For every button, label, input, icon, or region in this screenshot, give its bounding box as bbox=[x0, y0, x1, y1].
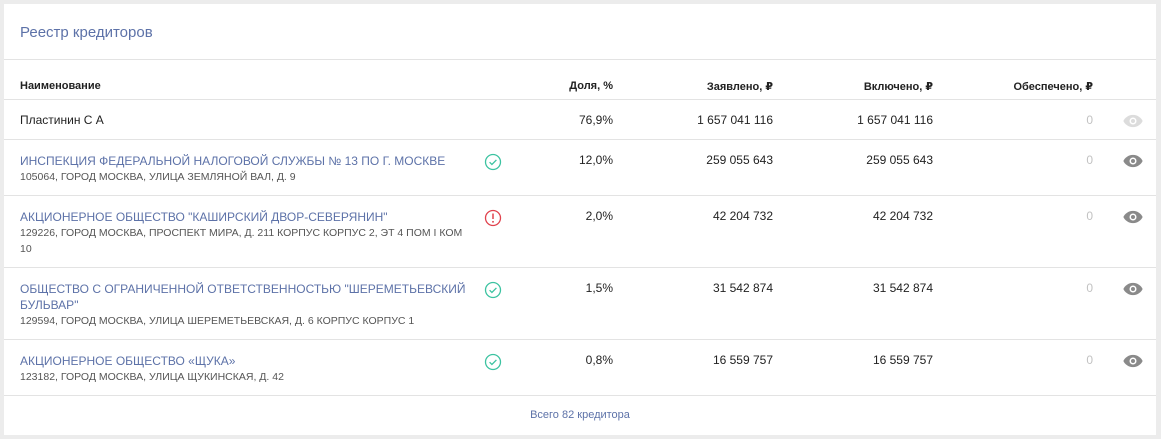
card-title: Реестр кредиторов bbox=[20, 24, 153, 41]
check-circle-icon bbox=[484, 281, 502, 299]
column-header-share[interactable]: Доля, % bbox=[569, 80, 613, 92]
secured-value: 0 bbox=[1086, 353, 1093, 367]
creditor-name-link[interactable]: АКЦИОНЕРНОЕ ОБЩЕСТВО «ЩУКА» bbox=[20, 354, 236, 368]
column-header-declared[interactable]: Заявлено, ₽ bbox=[706, 81, 773, 93]
declared-value: 1 657 041 116 bbox=[697, 113, 773, 127]
total-creditors-link[interactable]: Всего 82 кредитора bbox=[530, 409, 630, 421]
declared-value: 31 542 874 bbox=[712, 281, 773, 295]
creditor-name: Пластинин С А bbox=[20, 113, 104, 127]
declared-value: 42 204 732 bbox=[712, 209, 773, 223]
included-value: 31 542 874 bbox=[872, 281, 933, 295]
table-row: ИНСПЕКЦИЯ ФЕДЕРАЛЬНОЙ НАЛОГОВОЙ СЛУЖБЫ №… bbox=[4, 139, 1156, 195]
share-value: 2,0% bbox=[585, 209, 613, 223]
secured-value: 0 bbox=[1086, 113, 1093, 127]
share-value: 0,8% bbox=[585, 353, 613, 367]
table-row: АКЦИОНЕРНОЕ ОБЩЕСТВО "КАШИРСКИЙ ДВОР-СЕВ… bbox=[4, 195, 1156, 267]
eye-icon[interactable] bbox=[1122, 282, 1144, 296]
declared-value: 16 559 757 bbox=[712, 353, 773, 367]
share-value: 1,5% bbox=[585, 281, 613, 295]
secured-value: 0 bbox=[1086, 153, 1093, 167]
creditor-name-link[interactable]: ОБЩЕСТВО С ОГРАНИЧЕННОЙ ОТВЕТСТВЕННОСТЬЮ… bbox=[20, 282, 466, 312]
column-header-included[interactable]: Включено, ₽ bbox=[863, 81, 933, 93]
table-row: АКЦИОНЕРНОЕ ОБЩЕСТВО «ЩУКА» 123182, ГОРО… bbox=[4, 339, 1156, 395]
check-circle-icon bbox=[484, 153, 502, 171]
declared-value: 259 055 643 bbox=[706, 153, 773, 167]
secured-value: 0 bbox=[1086, 209, 1093, 223]
included-value: 16 559 757 bbox=[872, 353, 933, 367]
secured-value: 0 bbox=[1086, 281, 1093, 295]
included-value: 259 055 643 bbox=[866, 153, 933, 167]
creditor-address: 129226, ГОРОД МОСКВА, ПРОСПЕКТ МИРА, Д. … bbox=[20, 227, 463, 255]
included-value: 1 657 041 116 bbox=[857, 113, 933, 127]
creditor-name-link[interactable]: ИНСПЕКЦИЯ ФЕДЕРАЛЬНОЙ НАЛОГОВОЙ СЛУЖБЫ №… bbox=[20, 154, 446, 168]
table-footer: Всего 82 кредитора bbox=[4, 395, 1156, 435]
share-value: 76,9% bbox=[578, 113, 613, 127]
alert-circle-icon bbox=[484, 209, 502, 227]
creditors-registry-card: Реестр кредиторов Наименование Доля, % З… bbox=[4, 4, 1156, 435]
table-header: Наименование Доля, % Заявлено, ₽ Включен… bbox=[4, 59, 1156, 99]
creditor-address: 129594, ГОРОД МОСКВА, УЛИЦА ШЕРЕМЕТЬЕВСК… bbox=[20, 315, 415, 327]
table-row: ОБЩЕСТВО С ОГРАНИЧЕННОЙ ОТВЕТСТВЕННОСТЬЮ… bbox=[4, 267, 1156, 339]
eye-icon[interactable] bbox=[1122, 114, 1144, 128]
included-value: 42 204 732 bbox=[872, 209, 933, 223]
creditor-address: 105064, ГОРОД МОСКВА, УЛИЦА ЗЕМЛЯНОЙ ВАЛ… bbox=[20, 171, 296, 183]
creditor-name-link[interactable]: АКЦИОНЕРНОЕ ОБЩЕСТВО "КАШИРСКИЙ ДВОР-СЕВ… bbox=[20, 210, 388, 224]
eye-icon[interactable] bbox=[1122, 354, 1144, 368]
share-value: 12,0% bbox=[578, 153, 613, 167]
table-row: Пластинин С А 76,9% 1 657 041 116 1 657 … bbox=[4, 99, 1156, 139]
column-header-secured[interactable]: Обеспечено, ₽ bbox=[1013, 81, 1093, 93]
creditor-address: 123182, ГОРОД МОСКВА, УЛИЦА ЩУКИНСКАЯ, Д… bbox=[20, 371, 284, 383]
eye-icon[interactable] bbox=[1122, 210, 1144, 224]
check-circle-icon bbox=[484, 353, 502, 371]
eye-icon[interactable] bbox=[1122, 154, 1144, 168]
column-header-name[interactable]: Наименование bbox=[20, 80, 101, 92]
